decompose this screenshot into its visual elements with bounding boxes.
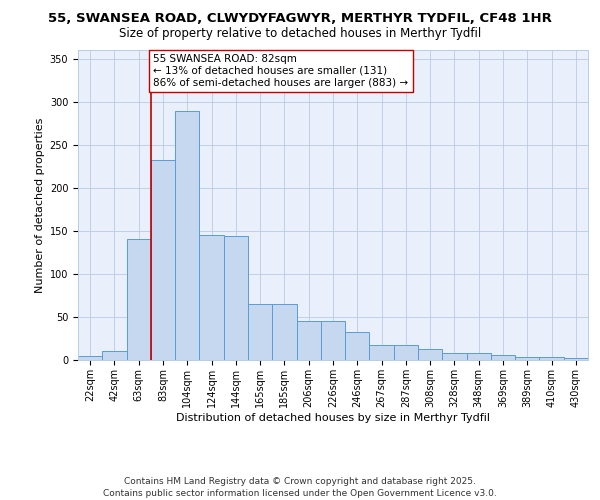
Bar	[345, 332, 370, 360]
Bar	[272, 304, 296, 360]
Bar	[321, 322, 345, 360]
Bar	[467, 353, 491, 360]
Bar	[224, 236, 248, 360]
Bar	[370, 344, 394, 360]
Text: Contains HM Land Registry data © Crown copyright and database right 2025.
Contai: Contains HM Land Registry data © Crown c…	[103, 476, 497, 498]
Bar	[127, 240, 151, 360]
Text: 55 SWANSEA ROAD: 82sqm
← 13% of detached houses are smaller (131)
86% of semi-de: 55 SWANSEA ROAD: 82sqm ← 13% of detached…	[153, 54, 409, 88]
Bar	[491, 355, 515, 360]
Bar	[296, 322, 321, 360]
Bar	[248, 304, 272, 360]
Bar	[78, 356, 102, 360]
Bar	[539, 358, 564, 360]
Bar	[394, 344, 418, 360]
Bar	[102, 350, 127, 360]
Bar	[515, 356, 539, 360]
Bar	[175, 111, 199, 360]
Bar	[442, 353, 467, 360]
Bar	[151, 160, 175, 360]
Y-axis label: Number of detached properties: Number of detached properties	[35, 118, 46, 292]
Text: Size of property relative to detached houses in Merthyr Tydfil: Size of property relative to detached ho…	[119, 28, 481, 40]
Bar	[199, 235, 224, 360]
Bar	[418, 349, 442, 360]
X-axis label: Distribution of detached houses by size in Merthyr Tydfil: Distribution of detached houses by size …	[176, 412, 490, 422]
Bar	[564, 358, 588, 360]
Text: 55, SWANSEA ROAD, CLWYDYFAGWYR, MERTHYR TYDFIL, CF48 1HR: 55, SWANSEA ROAD, CLWYDYFAGWYR, MERTHYR …	[48, 12, 552, 26]
